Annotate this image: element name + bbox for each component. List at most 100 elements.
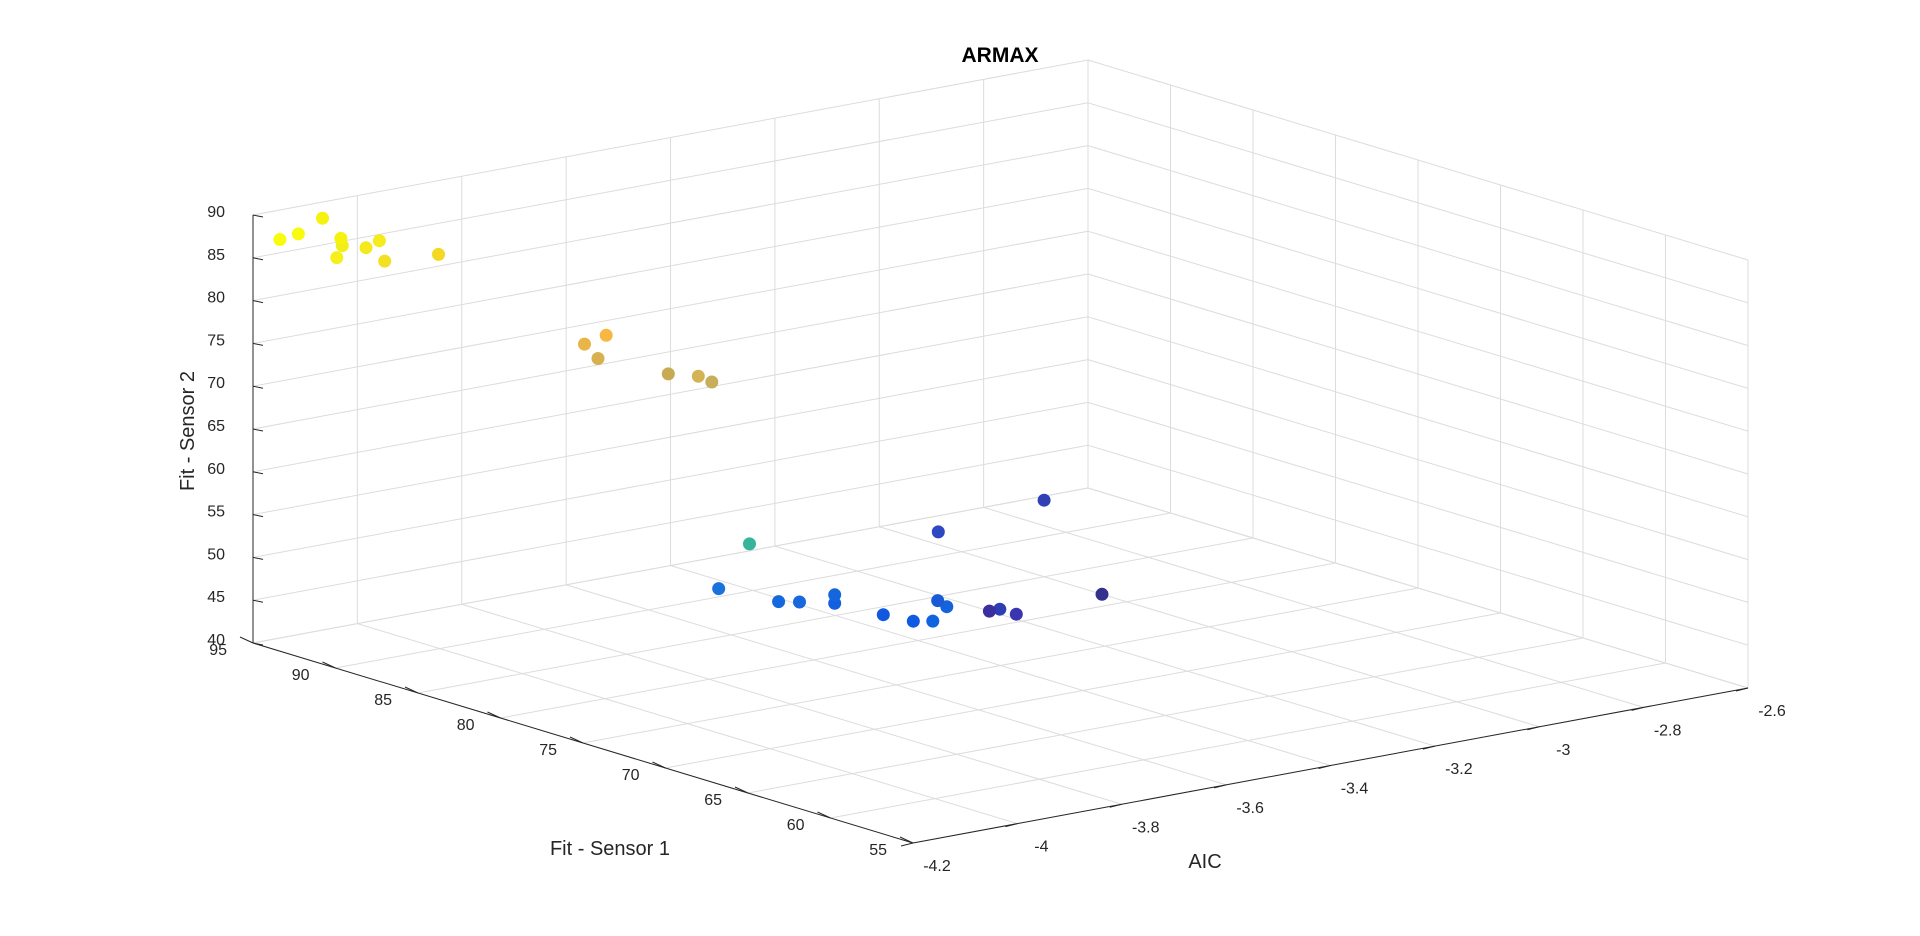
x-tick-label: -3.6 [1236, 800, 1264, 817]
x-tick-label: -4 [1034, 839, 1048, 856]
data-point [661, 367, 675, 381]
data-point [993, 602, 1007, 616]
side-wall-grid-line-z [1087, 401, 1749, 603]
back-wall-grid-line-z [252, 273, 1089, 430]
floor-grid-line-y [417, 537, 1254, 694]
z-tick-label: 80 [207, 290, 225, 307]
z-tick-mark [252, 514, 264, 518]
back-wall-grid-line-z [252, 59, 1089, 216]
data-point [906, 614, 920, 628]
y-tick-label: 70 [622, 767, 640, 784]
y-tick-mark [734, 786, 749, 794]
z-tick-mark [252, 556, 264, 560]
x-tick-mark [1735, 687, 1749, 692]
z-tick-label: 55 [207, 504, 225, 521]
back-wall-grid-line-z [252, 230, 1089, 387]
side-wall-grid-line-z [1087, 187, 1749, 389]
data-point [712, 582, 726, 596]
side-wall-grid-line-z [1087, 316, 1749, 518]
y-tick-mark [569, 736, 584, 744]
x-tick-mark [1631, 706, 1644, 711]
z-tick-label: 90 [207, 204, 225, 221]
data-point [291, 227, 305, 241]
back-wall-grid-line-z [252, 487, 1089, 644]
y-tick-mark [652, 761, 666, 769]
x-tick-label: -3.2 [1445, 761, 1473, 778]
data-point [691, 369, 705, 383]
z-tick-label: 40 [207, 632, 225, 649]
z-tick-label: 85 [207, 247, 225, 264]
back-wall-grid-line-z [252, 359, 1089, 516]
data-point [1009, 607, 1023, 621]
x-tick-label: -2.6 [1758, 703, 1786, 720]
y-tick-mark [404, 686, 419, 694]
side-wall-grid-line-z [1087, 59, 1749, 261]
z-tick-mark [252, 385, 264, 389]
x-tick-mark [1422, 745, 1435, 750]
back-wall-grid-line-z [252, 401, 1089, 558]
side-wall-grid-line-z [1087, 145, 1749, 347]
z-tick-mark [252, 300, 264, 304]
data-point [705, 375, 719, 389]
back-wall-grid-line-z [252, 444, 1089, 601]
z-tick-label: 65 [207, 418, 225, 435]
data-point [931, 525, 945, 539]
data-point [793, 595, 806, 609]
data-point [273, 233, 287, 246]
y-tick-mark [322, 661, 336, 669]
data-point [330, 251, 344, 265]
y-tick-mark [899, 836, 914, 844]
data-point [982, 604, 996, 618]
data-point [359, 241, 373, 255]
back-wall-grid-line-z [252, 145, 1089, 302]
z-tick-mark [252, 599, 264, 603]
data-point [931, 594, 945, 608]
floor-grid-line-y [582, 587, 1419, 744]
y-tick-mark [817, 811, 831, 819]
x-tick-label: -3 [1556, 742, 1570, 759]
data-point [772, 595, 786, 609]
side-wall-grid-line-z [1087, 487, 1749, 689]
z-tick-label: 45 [207, 589, 225, 606]
data-point [316, 211, 329, 225]
data-point [743, 537, 756, 551]
side-wall-grid-line-z [1087, 273, 1749, 475]
data-point [378, 254, 392, 268]
chart-title: ARMAX [962, 44, 1039, 67]
z-tick-label: 70 [207, 375, 225, 392]
z-tick-label: 50 [207, 546, 225, 563]
back-wall-grid-line-z [252, 316, 1089, 473]
z-axis-label: Fit - Sensor 2 [177, 371, 199, 491]
tick-labels: -4.2 -4 -3.8 -3.6 -3.4 -3.2 -3 -2.8 -2.6 95 90 85 80… [207, 204, 1786, 875]
z-tick-label: 60 [207, 461, 225, 478]
axis-lines [239, 214, 1749, 847]
x-tick-label: -3.4 [1341, 781, 1369, 798]
floor-grid-line-y [335, 512, 1171, 669]
z-tick-mark [252, 257, 264, 261]
data-point [599, 328, 613, 342]
z-tick-mark [252, 471, 264, 475]
x-tick-mark [1005, 823, 1018, 828]
side-wall-grid-line-z [1087, 102, 1749, 304]
y-tick-label: 90 [292, 667, 310, 684]
x-tick-mark [1527, 726, 1540, 731]
data-point [372, 234, 386, 248]
y-tick-mark [239, 636, 254, 644]
data-point [334, 231, 348, 245]
back-wall-grid-line-z [252, 102, 1089, 259]
floor-grid-line-y [747, 637, 1584, 794]
x-tick-mark [1109, 803, 1122, 808]
y-tick-label: 55 [869, 842, 887, 859]
floor-grid-line-y [500, 562, 1336, 719]
z-tick-mark [252, 214, 264, 218]
y-axis-label: Fit - Sensor 1 [550, 838, 670, 860]
data-point [828, 588, 842, 602]
data-point [1095, 587, 1109, 601]
data-point [578, 337, 591, 351]
y-tick-label: 75 [539, 742, 557, 759]
back-wall-grid-line-z [252, 187, 1089, 344]
x-tick-mark [1318, 765, 1331, 769]
data-point [1037, 493, 1051, 507]
data-point [432, 247, 445, 261]
y-tick-mark [487, 711, 501, 719]
